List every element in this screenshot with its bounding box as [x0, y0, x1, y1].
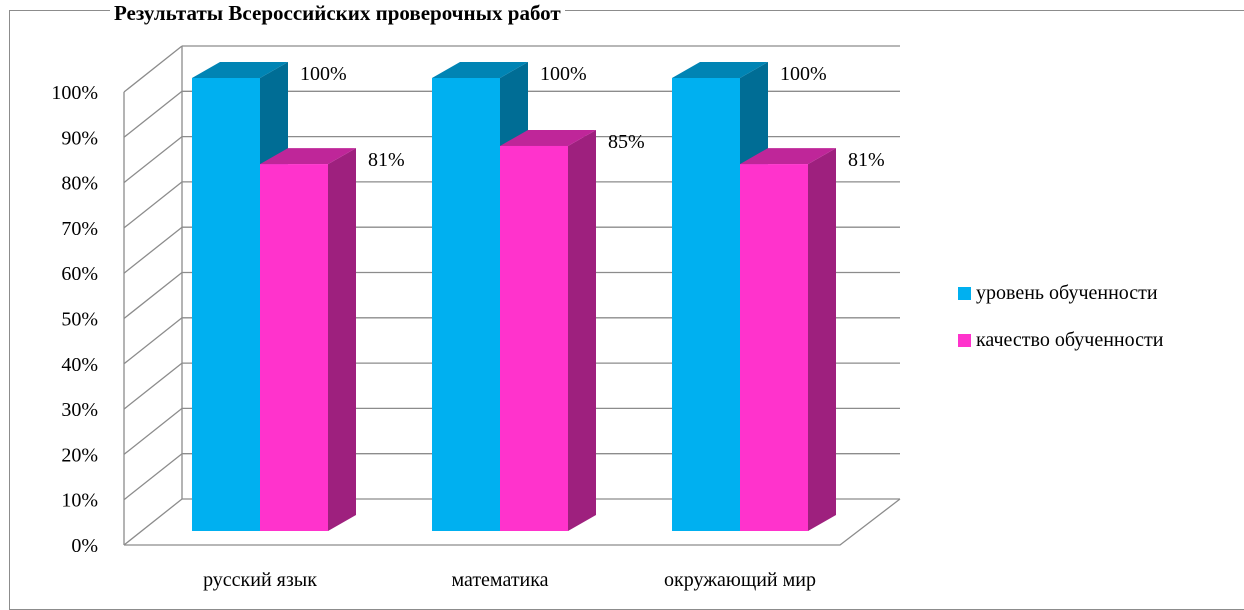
data-label-0-2: 100% — [780, 63, 827, 85]
y-tick-label: 0% — [71, 535, 98, 557]
chart-title: Результаты Всероссийских проверочных раб… — [110, 1, 565, 26]
bar-side-1-1 — [568, 129, 596, 531]
gridline-diagonal — [123, 407, 183, 455]
bar-top-1-1 — [500, 129, 596, 146]
bar-top-1-2 — [740, 148, 836, 165]
legend-item-level: уровень обученности — [958, 276, 1163, 310]
gridline-diagonal — [123, 498, 183, 546]
gridline-diagonal — [123, 181, 183, 229]
bar-side-1-0 — [328, 148, 356, 531]
x-tick-label: окружающий мир — [664, 569, 816, 591]
bar-top-0-1 — [432, 62, 528, 78]
bar-0-2 — [672, 78, 740, 531]
bar-0-1 — [432, 78, 500, 531]
gridline-diagonal — [123, 90, 183, 138]
bar-1-1 — [500, 145, 568, 531]
y-tick-label: 20% — [61, 444, 98, 466]
y-tick-label: 40% — [61, 354, 98, 376]
legend-label-quality: качество обученности — [976, 328, 1164, 351]
data-label-1-1: 85% — [608, 131, 645, 153]
y-tick-label: 60% — [61, 263, 98, 285]
legend-swatch-quality — [958, 333, 971, 347]
data-label-1-0: 81% — [368, 149, 405, 171]
floor-edge — [124, 498, 901, 546]
data-label-0-0: 100% — [300, 63, 347, 85]
legend-label-level: уровень обученности — [976, 281, 1158, 304]
gridline-diagonal — [123, 45, 183, 93]
data-label-0-1: 100% — [540, 63, 587, 85]
bar-top-1-0 — [260, 148, 356, 165]
x-tick-label: математика — [451, 569, 548, 591]
bar-1-0 — [260, 164, 328, 531]
y-tick-label: 80% — [61, 173, 98, 195]
gridline-diagonal — [123, 271, 183, 320]
y-tick-label: 50% — [61, 309, 98, 331]
legend: уровень обученности качество обученности — [958, 276, 1163, 370]
gridline-diagonal — [123, 317, 183, 365]
y-tick-label: 90% — [61, 127, 98, 149]
y-tick-label: 30% — [61, 399, 98, 421]
y-tick-label: 70% — [61, 218, 98, 240]
gridline-diagonal — [123, 136, 183, 184]
legend-swatch-level — [958, 286, 971, 300]
y-tick-label: 100% — [51, 82, 98, 104]
y-tick-label: 10% — [61, 490, 98, 512]
gridline-diagonal — [123, 226, 183, 274]
x-tick-label: русский язык — [203, 569, 317, 591]
gridline-diagonal — [123, 453, 183, 501]
bar-top-0-0 — [192, 62, 288, 78]
bar-0-0 — [192, 78, 260, 531]
gridline-diagonal — [123, 362, 183, 410]
bar-side-1-2 — [808, 148, 836, 531]
bar-1-2 — [740, 164, 808, 531]
legend-item-quality: качество обученности — [958, 323, 1163, 357]
bar-top-0-2 — [672, 62, 768, 78]
data-label-1-2: 81% — [848, 149, 885, 171]
